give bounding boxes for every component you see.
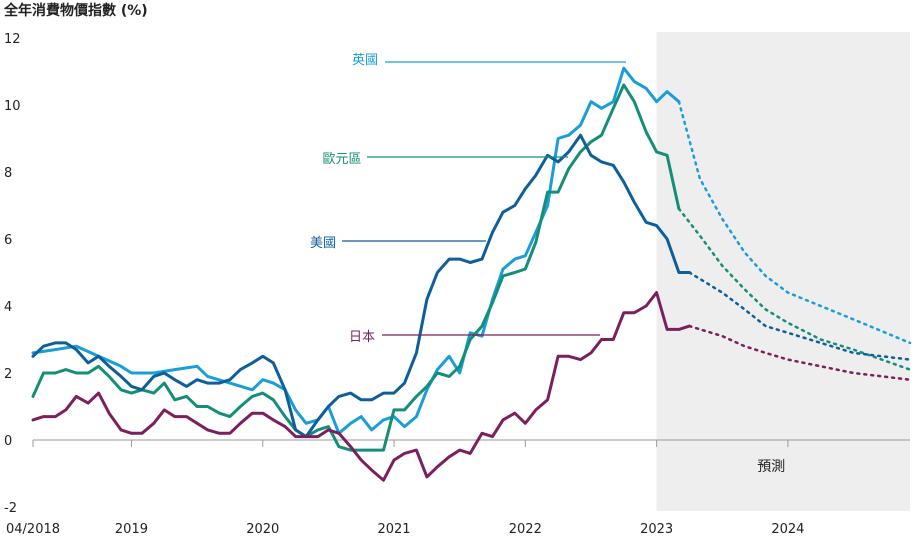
series-line-forecast	[688, 271, 912, 361]
y-tick-label: 10	[4, 99, 21, 114]
series-line-forecast	[688, 324, 912, 381]
chart-title: 全年消費物價指數 (%)	[4, 3, 148, 19]
x-tick-label: 2024	[771, 522, 804, 537]
y-tick-label: 4	[4, 300, 12, 315]
forecast-region	[656, 32, 910, 511]
x-tick-label: 2020	[246, 522, 279, 537]
series-label: 美國	[310, 236, 336, 251]
x-tick-label: 2019	[115, 522, 148, 537]
series-line-actual	[31, 66, 681, 435]
forecast-label: 預測	[757, 459, 785, 475]
series-line-actual	[31, 133, 691, 439]
y-tick-label: 12	[4, 32, 21, 47]
series-line-forecast	[677, 100, 912, 345]
y-tick-label: -2	[4, 501, 17, 516]
y-tick-label: 0	[4, 434, 12, 449]
x-tick-label: 2021	[377, 522, 410, 537]
y-tick-label: 2	[4, 367, 12, 382]
y-tick-label: 6	[4, 233, 12, 248]
x-tick-label: 2023	[640, 522, 673, 537]
series-line-forecast	[677, 207, 912, 371]
series-label: 日本	[349, 330, 375, 345]
series-label: 歐元區	[322, 152, 361, 167]
series-label: 英國	[352, 53, 378, 68]
y-tick-label: 8	[4, 166, 12, 181]
x-tick-label: 2022	[509, 522, 542, 537]
x-tick-label: 04/2018	[6, 522, 60, 537]
series-line-actual	[31, 291, 691, 482]
